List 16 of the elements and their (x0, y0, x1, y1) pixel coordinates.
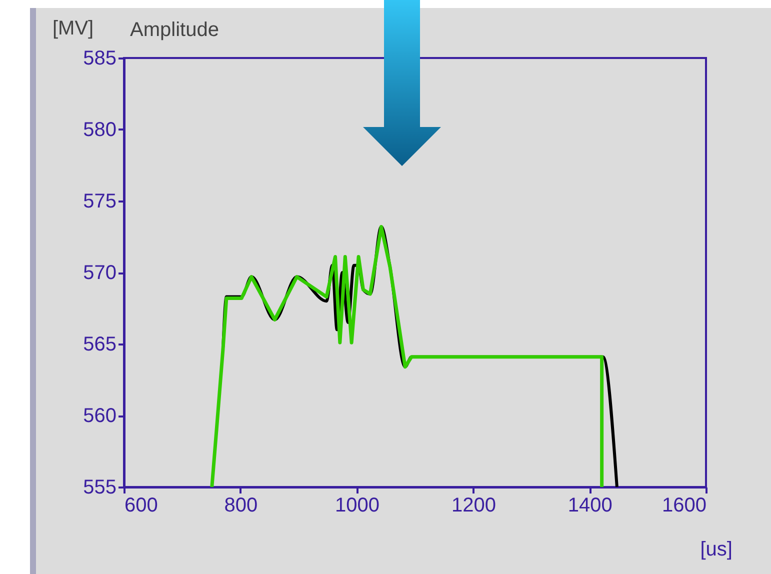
x-axis-title: [us] (700, 538, 732, 560)
y-tick-label: 580 (83, 119, 116, 141)
y-tick-label: 575 (83, 190, 116, 212)
y-tick-label: 565 (83, 334, 116, 356)
y-tick-label: 570 (83, 262, 116, 284)
x-tick-label: 600 (124, 494, 158, 516)
x-tick-label: 1200 (451, 494, 496, 516)
x-tick-label: 1400 (568, 494, 612, 516)
chart-title: Amplitude (130, 19, 219, 41)
y-tick-label: 555 (83, 476, 116, 498)
y-tick-label: 585 (83, 48, 116, 70)
x-tick-label: 1000 (335, 494, 380, 516)
y-axis-title: [MV] (52, 18, 94, 40)
y-tick-label: 560 (83, 405, 116, 427)
x-tick-label: 1600 (662, 494, 706, 516)
x-tick-label: 800 (224, 494, 258, 516)
